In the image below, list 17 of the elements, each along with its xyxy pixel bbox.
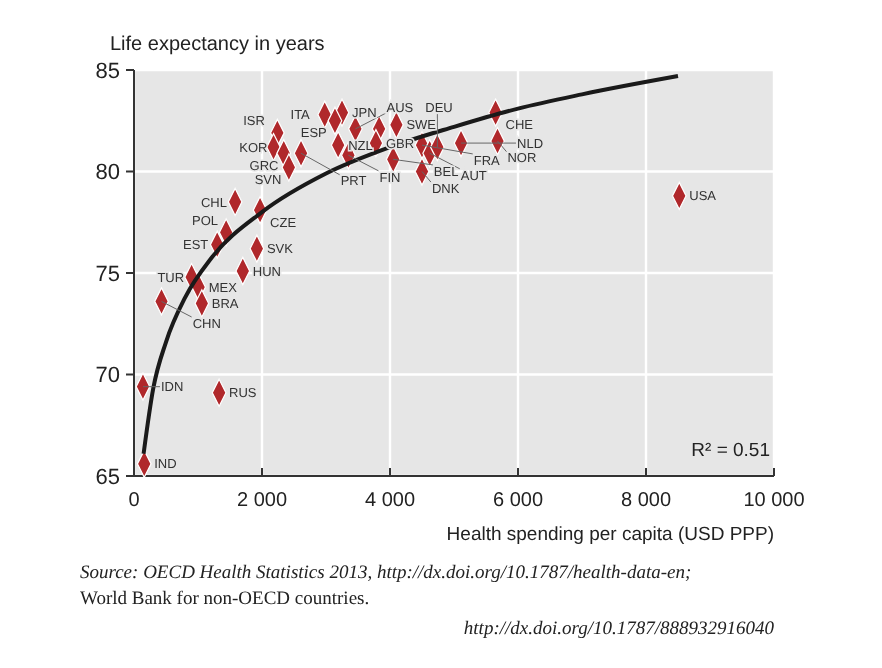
x-tick-label: 10 000 xyxy=(743,490,806,512)
text: http://dx.doi.org/10.1787/888932916040 xyxy=(463,620,775,640)
x-tick-label: 6 000 xyxy=(492,490,544,512)
y-tick-label: 80 xyxy=(95,161,120,186)
y-tick-label: 85 xyxy=(95,59,120,84)
y-tick-label: 65 xyxy=(95,465,120,490)
source-note: Source: OECD Health Statistics 2013, http://dx.doi.org/10.1787/health-data-en; xyxy=(80,564,692,584)
y-tick-label: 75 xyxy=(95,262,120,287)
annotation: R² = 0.51 xyxy=(691,440,770,462)
x-tick-label: 2 000 xyxy=(236,490,288,512)
y-axis-title: Life expectancy in years xyxy=(110,34,325,56)
x-tick-label: 0 xyxy=(128,490,141,512)
x-tick-label: 4 000 xyxy=(364,490,416,512)
x-tick-label: 8 000 xyxy=(620,490,672,512)
text: World Bank for non-OECD countries. xyxy=(80,590,370,610)
x-axis-title: Health spending per capita (USD PPP) xyxy=(446,524,774,546)
y-tick-label: 70 xyxy=(95,364,120,389)
